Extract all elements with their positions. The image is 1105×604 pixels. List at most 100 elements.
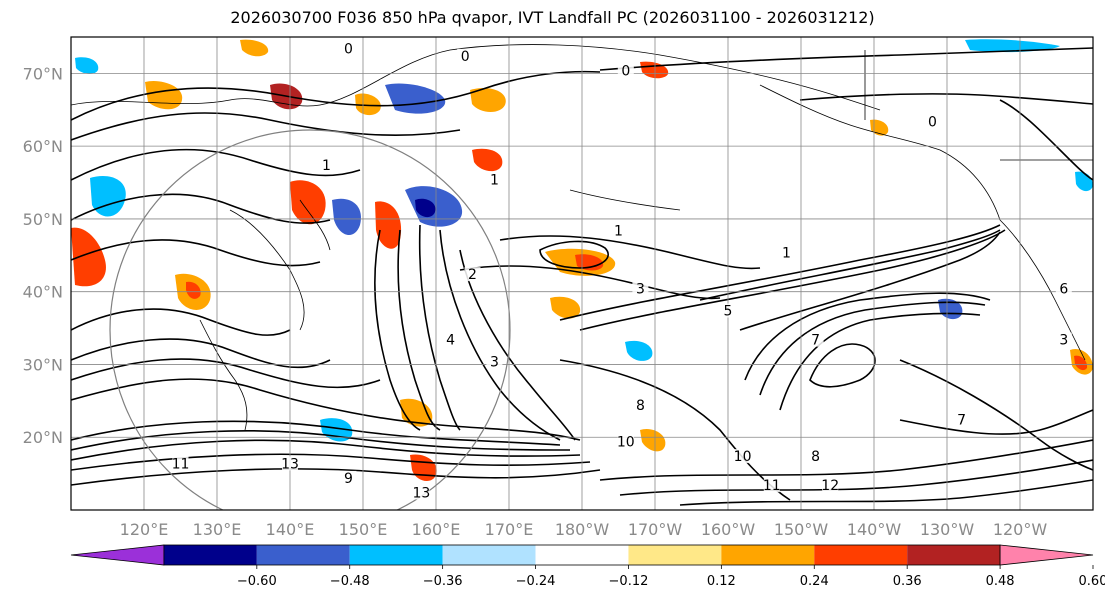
longitude-labels: 120°E 130°E 140°E 150°E 160°E 170°E 180°W 170°W… xyxy=(120,520,1048,539)
contour-line xyxy=(397,229,441,431)
contour-label-bg xyxy=(617,434,634,449)
coastline xyxy=(759,84,1001,221)
contour-line xyxy=(71,338,331,369)
contour-label-bg xyxy=(1055,332,1072,347)
colorbar-segment xyxy=(721,545,815,565)
contour-line xyxy=(418,224,461,431)
reference-circle xyxy=(109,129,511,510)
colorbar-tick-label: 0.24 xyxy=(800,574,829,589)
contour-line xyxy=(459,265,721,300)
lon-tick-label: 130°E xyxy=(193,520,242,539)
colorbar-tick-label: −0.36 xyxy=(423,574,463,589)
contour-label-bg xyxy=(632,281,649,296)
colorbar-tick-label: 0.12 xyxy=(707,574,736,589)
contour-line xyxy=(744,292,991,381)
patch-orange-top3 xyxy=(470,87,506,113)
coastline xyxy=(569,189,681,211)
colorbar-frame xyxy=(163,544,1001,566)
patch-blue-top xyxy=(385,83,446,114)
contour-label-bg xyxy=(632,398,649,413)
lon-tick-label: 160°E xyxy=(412,520,461,539)
lon-tick-label: 170°E xyxy=(485,520,534,539)
contour-line xyxy=(899,409,1093,435)
patch-blue-3 xyxy=(332,198,361,236)
contour-line xyxy=(71,148,361,181)
contour-line xyxy=(71,468,601,486)
contour-line xyxy=(71,70,601,121)
contour-line xyxy=(71,308,291,336)
lon-tick-label: 170°W xyxy=(628,520,683,539)
contour-label: 7 xyxy=(957,413,966,429)
contour-line xyxy=(439,229,561,441)
contour-line xyxy=(559,224,1001,321)
patch-red-2 xyxy=(186,281,201,299)
lon-tick-label: 120°E xyxy=(120,520,169,539)
patch-orange-pac2 xyxy=(550,296,581,319)
contour-label: 11 xyxy=(763,478,781,494)
contour-line xyxy=(459,249,576,441)
patch-red-e5 xyxy=(1074,355,1088,371)
lon-tick-label: 140°W xyxy=(847,520,902,539)
contour-label-bg xyxy=(282,456,298,471)
contour-label-bg xyxy=(457,48,474,63)
lon-tick-label: 180°W xyxy=(555,520,610,539)
contour-label: 3 xyxy=(490,354,499,370)
lat-tick-label: 40°N xyxy=(23,283,63,302)
colorbar-segment xyxy=(535,545,629,565)
contour-label: 13 xyxy=(412,485,430,501)
contour-line xyxy=(579,229,1006,331)
colorbar-segment xyxy=(442,545,536,565)
contour-label: 9 xyxy=(344,471,353,487)
contour-label: 8 xyxy=(811,449,820,465)
contour-line xyxy=(779,312,981,411)
contour-line xyxy=(71,358,381,389)
contour-label: 0 xyxy=(621,63,630,79)
patch-orange-top2 xyxy=(355,93,381,116)
contour-line xyxy=(599,439,1093,481)
contour-line xyxy=(599,47,1093,71)
contour-label: 12 xyxy=(821,478,839,494)
coastlines xyxy=(71,44,1093,431)
colorbar-extend-high xyxy=(999,544,1094,566)
contour-line xyxy=(71,453,591,471)
coastline xyxy=(199,319,248,431)
contour-label: 6 xyxy=(1059,282,1068,298)
contour-line xyxy=(71,420,561,446)
colorbar-tick-label: 0.60 xyxy=(1079,574,1105,589)
contour-line xyxy=(999,99,1093,181)
contour-line xyxy=(539,240,609,269)
contour-line xyxy=(799,93,1093,105)
contour-line xyxy=(374,229,421,431)
lon-tick-label: 150°E xyxy=(339,520,388,539)
contour-label-bg xyxy=(778,245,795,260)
contour-label-bg xyxy=(924,114,941,129)
contour-label-bg xyxy=(413,485,430,500)
contour-line xyxy=(71,378,581,441)
contour-label-bg xyxy=(807,449,824,464)
contour-label-bg xyxy=(610,223,627,238)
contour-label: 0 xyxy=(461,49,470,65)
contour-label: 1 xyxy=(782,245,791,261)
latitude-labels: 70°N 60°N 50°N 40°N 30°N 20°N xyxy=(23,64,63,447)
contour-label-bg xyxy=(318,157,335,172)
contour-label: 11 xyxy=(172,456,190,472)
lat-tick-label: 70°N xyxy=(23,64,63,83)
contour-line xyxy=(499,235,761,270)
patch-orange-e3 xyxy=(870,119,889,136)
contour-label: 10 xyxy=(734,449,752,465)
patch-red-4 xyxy=(375,201,402,249)
colorbar-tick-label: −0.48 xyxy=(330,574,370,589)
patch-orange-west xyxy=(71,227,106,287)
contour-label-bg xyxy=(720,303,736,318)
contour-line xyxy=(899,359,1093,471)
patch-blue-e8 xyxy=(75,57,99,74)
coastline xyxy=(999,219,1086,361)
lon-tick-label: 130°W xyxy=(920,520,975,539)
patch-red-mid xyxy=(472,148,503,172)
colorbar-tick-label: −0.12 xyxy=(609,574,649,589)
colorbar-segment xyxy=(349,545,443,565)
patch-blue-e7 xyxy=(240,39,269,57)
contour-line xyxy=(759,301,986,396)
colorbar-segment xyxy=(628,545,722,565)
contour-label-bg xyxy=(172,456,189,471)
